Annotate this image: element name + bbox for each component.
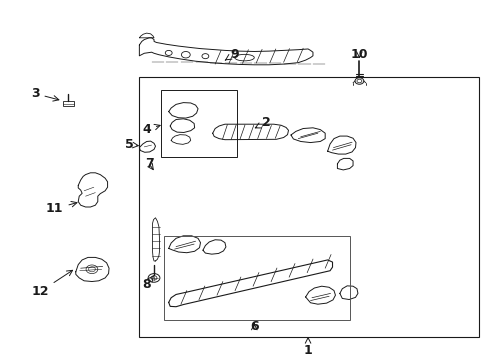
Bar xyxy=(62,101,74,106)
Text: 4: 4 xyxy=(142,123,160,136)
Text: 3: 3 xyxy=(31,87,59,101)
Text: 9: 9 xyxy=(225,48,239,60)
Text: 5: 5 xyxy=(125,138,138,151)
Text: 12: 12 xyxy=(31,270,72,298)
Text: 10: 10 xyxy=(350,48,367,60)
Text: 2: 2 xyxy=(255,116,270,129)
Text: 7: 7 xyxy=(144,157,153,170)
Text: 6: 6 xyxy=(249,320,258,333)
Bar xyxy=(161,90,237,157)
Text: 11: 11 xyxy=(46,202,77,215)
Bar xyxy=(139,77,478,337)
Text: 8: 8 xyxy=(142,276,154,291)
Bar xyxy=(163,236,349,320)
Text: 1: 1 xyxy=(303,338,312,357)
